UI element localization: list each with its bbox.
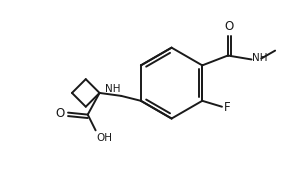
Text: OH: OH <box>97 133 113 143</box>
Text: F: F <box>224 101 231 114</box>
Text: NH: NH <box>253 53 268 64</box>
Text: O: O <box>225 20 234 33</box>
Text: O: O <box>56 107 65 120</box>
Text: NH: NH <box>105 84 120 94</box>
